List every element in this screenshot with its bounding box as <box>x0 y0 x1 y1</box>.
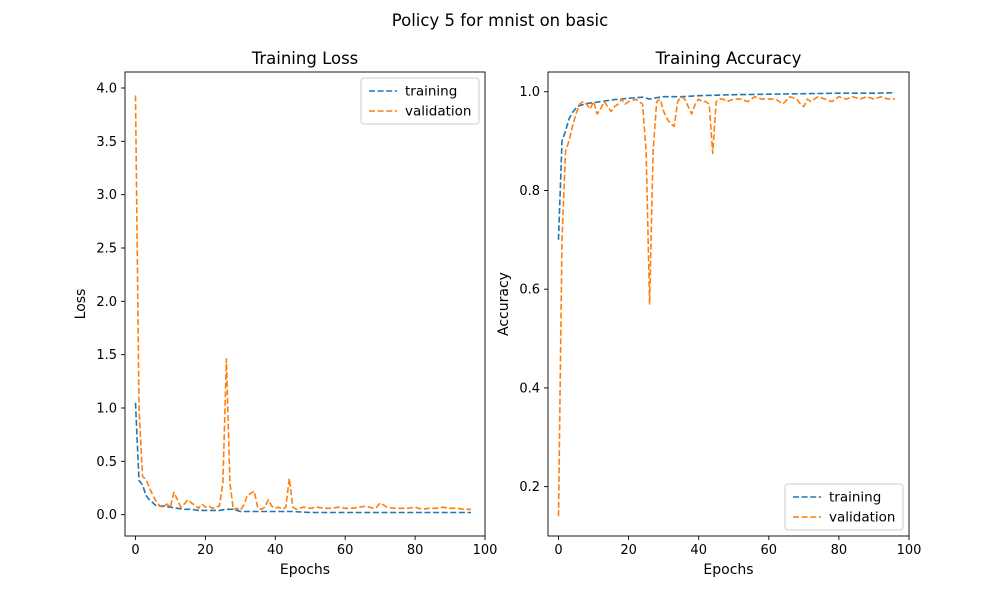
loss-ytick-label: 3.0 <box>96 188 117 203</box>
accuracy-ytick-label: 0.6 <box>519 283 540 298</box>
accuracy-ytick-label: 1.0 <box>519 85 540 100</box>
accuracy-ytick-label: 0.4 <box>519 381 540 396</box>
loss-xtick-label: 60 <box>337 543 354 558</box>
loss-ytick-label: 0.0 <box>96 508 117 523</box>
loss-title: Training Loss <box>251 49 359 68</box>
loss-ytick-label: 2.5 <box>96 242 117 257</box>
loss-xtick-label: 40 <box>267 543 284 558</box>
accuracy-xtick-label: 20 <box>620 543 637 558</box>
accuracy-xlabel: Epochs <box>703 562 753 578</box>
accuracy-ytick-label: 0.2 <box>519 480 540 495</box>
loss-ytick-label: 3.5 <box>96 135 117 150</box>
loss-xlabel: Epochs <box>280 562 330 578</box>
loss-ytick-label: 0.5 <box>96 455 117 470</box>
loss-ytick-label: 1.5 <box>96 348 117 363</box>
loss-ytick-label: 1.0 <box>96 402 117 417</box>
accuracy-xtick-label: 100 <box>897 543 922 558</box>
accuracy-legend-label-training: training <box>829 490 881 506</box>
loss-xtick-label: 20 <box>197 543 214 558</box>
accuracy-title: Training Accuracy <box>655 49 802 68</box>
loss-axes-frame <box>124 71 486 537</box>
accuracy-series-training <box>557 91 896 240</box>
accuracy-legend-label-validation: validation <box>829 510 895 526</box>
accuracy-subplot: Training Accuracy 0 20 40 60 80 100 0.2 0.4 0.6 0.… <box>496 49 921 578</box>
accuracy-xtick-label: 80 <box>831 543 848 558</box>
loss-xtick-label: 80 <box>407 543 424 558</box>
loss-ylabel: Loss <box>73 289 89 320</box>
loss-subplot: Training Loss 0 20 40 60 80 100 0.0 0.5 1.0 1.5 2.0… <box>73 49 497 578</box>
accuracy-ytick-label: 0.8 <box>519 184 540 199</box>
accuracy-series-validation <box>557 95 895 517</box>
loss-series-validation <box>134 95 471 512</box>
loss-ytick-label: 2.0 <box>96 295 117 310</box>
loss-xtick-label: 100 <box>473 543 498 558</box>
loss-series-training <box>134 402 471 514</box>
loss-ytick-label: 4.0 <box>96 82 117 97</box>
accuracy-xtick-label: 60 <box>761 543 778 558</box>
accuracy-xtick-label: 0 <box>554 543 562 558</box>
accuracy-legend-box <box>784 483 904 531</box>
accuracy-ylabel: Accuracy <box>496 272 512 336</box>
loss-legend: training validation <box>360 77 480 125</box>
loss-xtick-label: 0 <box>131 543 139 558</box>
accuracy-xtick-label: 40 <box>690 543 707 558</box>
loss-legend-label-validation: validation <box>405 104 471 120</box>
accuracy-axes-frame <box>547 71 910 537</box>
figure-suptitle: Policy 5 for mnist on basic <box>392 11 608 30</box>
loss-legend-box <box>360 77 480 125</box>
accuracy-legend: training validation <box>784 483 904 531</box>
loss-legend-label-training: training <box>405 84 457 100</box>
